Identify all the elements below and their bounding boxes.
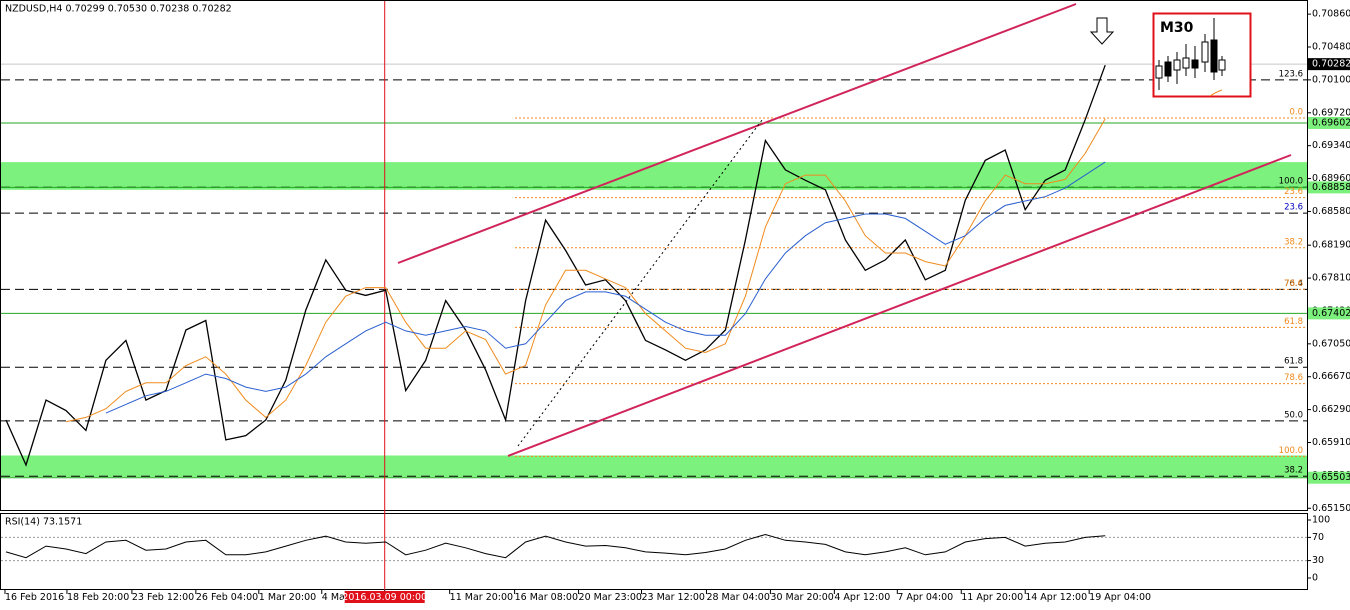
y-tick-label: 0.69720 xyxy=(1312,107,1350,118)
fib-label: 123.6 xyxy=(1279,69,1303,79)
channel-upper xyxy=(397,3,1077,264)
rsi-title: RSI(14) 73.1571 xyxy=(5,517,82,528)
support-zone xyxy=(1,162,1307,190)
y-tick-label: 0.68190 xyxy=(1312,240,1350,251)
x-tick-label: 14 Apr 12:00 xyxy=(1025,592,1087,603)
price-marker xyxy=(1308,116,1350,129)
y-tick-label: 0.69340 xyxy=(1312,140,1350,151)
price-marker-label: 0.65503 xyxy=(1312,472,1350,483)
fib-label: 0.0 xyxy=(1289,107,1303,117)
series-line xyxy=(105,161,1106,414)
fib-label: 100.0 xyxy=(1279,177,1303,187)
y-tick-label: 0.65910 xyxy=(1312,437,1350,448)
fib-label: 23.6 xyxy=(1284,203,1303,213)
price-marker-label: 0.67402 xyxy=(1312,308,1350,319)
fib-label: 23.6 xyxy=(1284,187,1303,197)
main-frame xyxy=(0,0,1308,511)
x-tick-label: 18 Feb 20:00 xyxy=(67,592,129,603)
fib-label: 50.0 xyxy=(1284,410,1303,420)
x-tick-label: 4 Apr 12:00 xyxy=(834,592,890,603)
y-tick-label: 0.66670 xyxy=(1312,371,1350,382)
fib-label: 78.6 xyxy=(1284,373,1303,383)
x-tick-label: 26 Feb 04:00 xyxy=(196,592,258,603)
fib-label: 61.8 xyxy=(1284,357,1303,367)
down-arrow xyxy=(1089,17,1115,45)
x-tick-label: 4 Mar xyxy=(322,592,349,603)
y-tick-label: 0.70480 xyxy=(1312,42,1350,53)
fib-label: 38.2 xyxy=(1284,466,1303,476)
x-tick-label: 11 Mar 20:00 xyxy=(450,592,513,603)
inset-label: M30 xyxy=(1160,20,1194,36)
x-tick-label: 7 Apr 04:00 xyxy=(897,592,953,603)
front-layer: 0.70860 0.70480 0.70100 0.69720 0.69340 0.689… xyxy=(5,9,1350,603)
channel-lower xyxy=(507,154,1292,457)
rsi-line xyxy=(5,533,1106,559)
y-tick-label: 0.68580 xyxy=(1312,206,1350,217)
y-tick-label: 0.66290 xyxy=(1312,404,1350,415)
y-tick-label: 0.70100 xyxy=(1312,74,1350,85)
x-tick-label: 23 Mar 12:00 xyxy=(642,592,705,603)
rsi-tick-label: 30 xyxy=(1312,555,1324,566)
inset: M30 xyxy=(1152,12,1252,98)
fib-label: 76.4 xyxy=(1284,279,1303,289)
x-tick-label: 1 Mar 20:00 xyxy=(259,592,316,603)
rsi-tick-label: 0 xyxy=(1312,573,1318,584)
price-marker xyxy=(1308,307,1350,320)
series-line xyxy=(65,118,1106,423)
price-marker-label: 0.68858 xyxy=(1312,182,1350,193)
price-marker xyxy=(1308,471,1350,484)
fib-label: 100.0 xyxy=(1279,446,1303,456)
rsi-tick-label: 100 xyxy=(1312,515,1330,526)
x-tick-highlight xyxy=(344,591,425,603)
x-tick-label: 2016.03.09 00:00 xyxy=(342,592,427,603)
price-marker-label: 0.69602 xyxy=(1312,117,1350,128)
x-tick-label: 11 Apr 20:00 xyxy=(961,592,1023,603)
x-tick-label: 20 Mar 23:00 xyxy=(579,592,642,603)
rsi-tick-label: 70 xyxy=(1312,532,1324,543)
price-marker xyxy=(1308,58,1350,71)
chart-title: NZDUSD,H4 0.70299 0.70530 0.70238 0.7028… xyxy=(5,4,232,15)
x-tick-label: 16 Feb 2016 xyxy=(5,592,64,603)
y-tick-label: 0.67050 xyxy=(1312,338,1350,349)
fib-label: 38.2 xyxy=(1284,237,1303,247)
x-tick-label: 30 Mar 20:00 xyxy=(770,592,833,603)
y-tick-label: 0.65150 xyxy=(1312,503,1350,514)
series-line xyxy=(5,64,1106,467)
fib-label: 61.8 xyxy=(1284,317,1303,327)
y-tick-label: 0.68960 xyxy=(1312,173,1350,184)
fib-label: 78.6 xyxy=(1284,279,1303,289)
price-marker xyxy=(1308,181,1350,194)
x-tick-label: 16 Mar 08:00 xyxy=(515,592,578,603)
x-tick-label: 23 Feb 12:00 xyxy=(132,592,194,603)
price-marker-label: 0.70282 xyxy=(1312,59,1350,70)
y-tick-label: 0.67810 xyxy=(1312,273,1350,284)
x-tick-label: 28 Mar 04:00 xyxy=(706,592,769,603)
support-zone xyxy=(1,455,1307,478)
x-tick-label: 19 Apr 04:00 xyxy=(1089,592,1151,603)
back-layer xyxy=(1,1,1311,594)
y-tick-label: 0.70860 xyxy=(1312,9,1350,20)
rsi-frame xyxy=(0,513,1308,590)
